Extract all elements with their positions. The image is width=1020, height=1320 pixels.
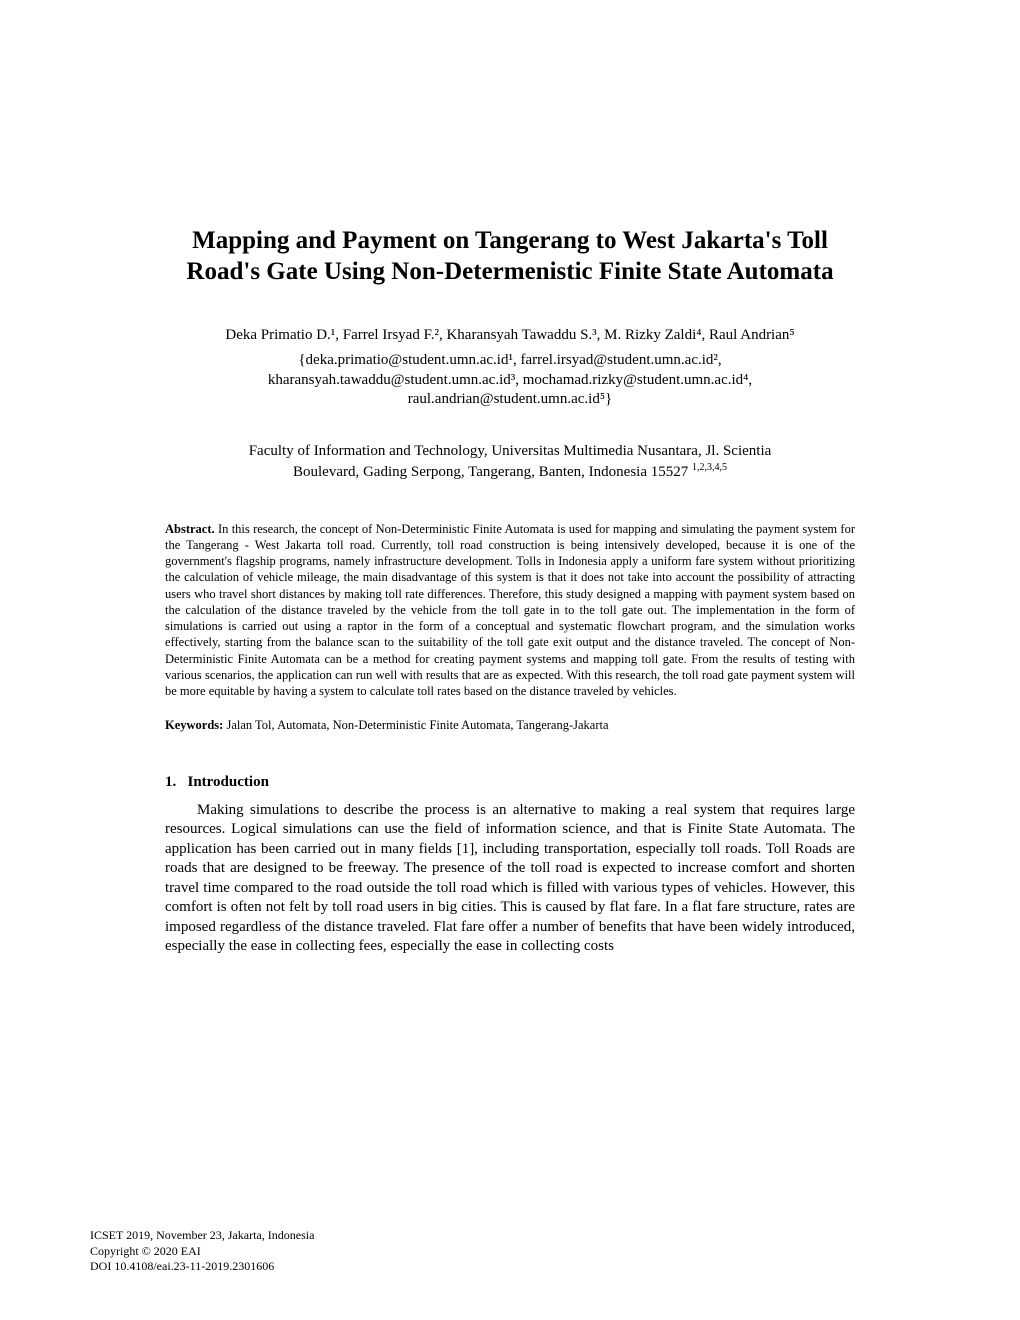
- affiliation: Faculty of Information and Technology, U…: [165, 442, 855, 483]
- keywords-label: Keywords:: [165, 718, 223, 732]
- section-title: Introduction: [188, 774, 269, 790]
- authors-line: Deka Primatio D.¹, Farrel Irsyad F.², Kh…: [165, 326, 855, 346]
- abstract-block: Abstract. In this research, the concept …: [165, 521, 855, 700]
- keywords-text: Jalan Tol, Automata, Non-Deterministic F…: [223, 718, 608, 732]
- emails-line-3: raul.andrian@student.umn.ac.id⁵}: [408, 391, 613, 407]
- emails-line-1: {deka.primatio@student.umn.ac.id¹, farre…: [298, 352, 721, 368]
- abstract-label: Abstract.: [165, 522, 215, 536]
- keywords-block: Keywords: Jalan Tol, Automata, Non-Deter…: [165, 717, 855, 733]
- footer-copyright: Copyright © 2020 EAI: [90, 1244, 314, 1260]
- introduction-body: Making simulations to describe the proce…: [165, 801, 855, 957]
- section-number: 1.: [165, 774, 176, 790]
- author-emails: {deka.primatio@student.umn.ac.id¹, farre…: [165, 351, 855, 410]
- abstract-text: In this research, the concept of Non-Det…: [165, 522, 855, 699]
- affiliation-sup: 1,2,3,4,5: [692, 462, 727, 473]
- affiliation-line-2: Boulevard, Gading Serpong, Tangerang, Ba…: [293, 464, 692, 480]
- affiliation-line-1: Faculty of Information and Technology, U…: [249, 443, 772, 459]
- footer-conference: ICSET 2019, November 23, Jakarta, Indone…: [90, 1228, 314, 1244]
- page-footer: ICSET 2019, November 23, Jakarta, Indone…: [90, 1228, 314, 1275]
- footer-doi: DOI 10.4108/eai.23-11-2019.2301606: [90, 1259, 314, 1275]
- section-1-heading: 1. Introduction: [165, 774, 855, 791]
- paper-title: Mapping and Payment on Tangerang to West…: [165, 225, 855, 288]
- emails-line-2: kharansyah.tawaddu@student.umn.ac.id³, m…: [268, 372, 752, 388]
